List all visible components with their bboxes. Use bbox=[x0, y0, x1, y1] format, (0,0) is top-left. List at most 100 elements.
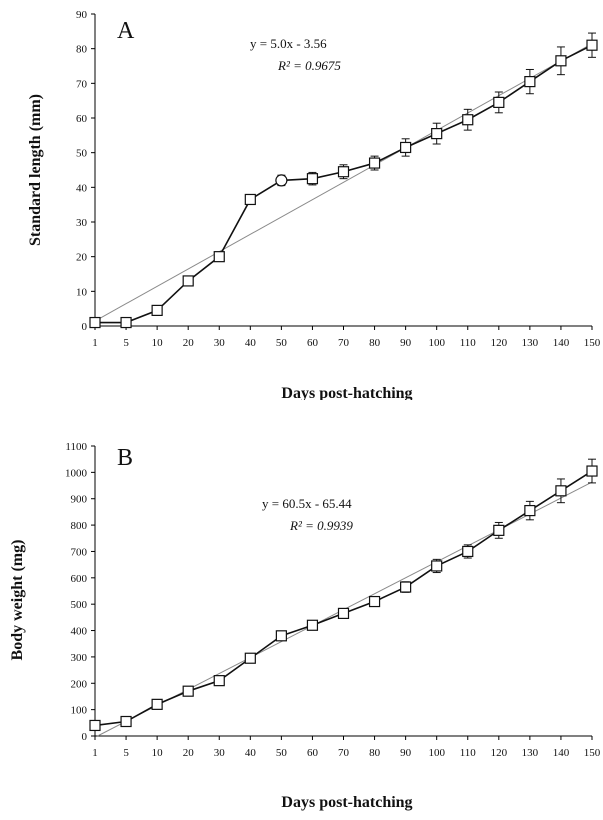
panel-b: B y = 60.5x - 65.44 R² = 0.9939 Days pos… bbox=[0, 410, 603, 815]
x-tick-label: 130 bbox=[522, 747, 539, 759]
data-point bbox=[120, 316, 132, 329]
x-tick-label: 140 bbox=[553, 337, 570, 349]
trendline-equation: y = 60.5x - 65.44 bbox=[262, 496, 352, 511]
y-tick-label: 400 bbox=[71, 626, 88, 638]
x-axis-title: Days post-hatching bbox=[281, 794, 412, 811]
x-tick-label: 120 bbox=[491, 747, 508, 759]
x-tick-label: 140 bbox=[553, 747, 570, 759]
y-tick-label: 70 bbox=[76, 78, 88, 90]
y-tick-label: 10 bbox=[76, 286, 88, 298]
x-tick-label: 30 bbox=[214, 747, 226, 759]
y-tick-label: 200 bbox=[71, 678, 88, 690]
data-point bbox=[213, 675, 225, 687]
panel-label: B bbox=[117, 445, 133, 471]
y-tick-label: 60 bbox=[76, 113, 88, 125]
data-point bbox=[462, 114, 474, 126]
x-tick-label: 40 bbox=[245, 337, 257, 349]
x-tick-label: 20 bbox=[183, 747, 195, 759]
y-tick-label: 500 bbox=[71, 599, 88, 611]
data-point bbox=[586, 39, 598, 51]
x-tick-label: 5 bbox=[123, 337, 129, 349]
data-point bbox=[120, 715, 132, 728]
data-point bbox=[182, 275, 194, 287]
data-point bbox=[400, 581, 412, 593]
x-tick-label: 20 bbox=[183, 337, 195, 349]
y-tick-label: 100 bbox=[71, 705, 88, 717]
y-tick-label: 700 bbox=[71, 546, 88, 558]
y-tick-label: 50 bbox=[76, 148, 88, 160]
x-tick-label: 70 bbox=[338, 337, 350, 349]
x-tick-label: 90 bbox=[400, 747, 412, 759]
x-tick-label: 50 bbox=[276, 747, 288, 759]
data-point bbox=[151, 304, 163, 316]
x-tick-label: 100 bbox=[428, 337, 445, 349]
data-point bbox=[400, 141, 412, 154]
y-tick-label: 0 bbox=[82, 731, 88, 743]
data-point bbox=[213, 251, 225, 263]
data-point bbox=[89, 719, 101, 732]
data-point bbox=[524, 75, 536, 88]
x-tick-label: 80 bbox=[369, 747, 381, 759]
x-tick-label: 5 bbox=[123, 747, 129, 759]
data-point bbox=[151, 698, 163, 710]
x-axis-title: Days post-hatching bbox=[281, 385, 412, 400]
y-axis-title: Body weight (mg) bbox=[9, 540, 26, 661]
x-tick-label: 110 bbox=[460, 747, 477, 759]
data-point bbox=[524, 504, 536, 517]
trendline bbox=[94, 43, 593, 322]
y-tick-label: 90 bbox=[76, 9, 88, 21]
x-tick-label: 10 bbox=[152, 337, 164, 349]
data-point bbox=[586, 465, 598, 477]
y-tick-label: 30 bbox=[76, 217, 88, 229]
x-tick-label: 80 bbox=[369, 337, 381, 349]
data-point bbox=[368, 157, 381, 169]
panel-a: A y = 5.0x - 3.56 R² = 0.9675 Days post-… bbox=[0, 0, 603, 402]
y-tick-label: 300 bbox=[71, 652, 88, 664]
x-tick-label: 30 bbox=[214, 337, 226, 349]
data-point bbox=[337, 166, 350, 178]
x-tick-label: 120 bbox=[491, 337, 508, 349]
data-point bbox=[337, 607, 350, 620]
data-point bbox=[493, 96, 505, 109]
x-tick-label: 150 bbox=[584, 747, 601, 759]
trendline-r2: R² = 0.9675 bbox=[277, 58, 341, 73]
y-tick-label: 0 bbox=[82, 321, 88, 333]
x-tick-label: 90 bbox=[400, 337, 412, 349]
x-tick-label: 110 bbox=[460, 337, 477, 349]
x-tick-label: 70 bbox=[338, 747, 350, 759]
y-tick-label: 800 bbox=[71, 520, 88, 532]
x-tick-label: 1 bbox=[92, 337, 98, 349]
y-tick-label: 900 bbox=[71, 494, 88, 506]
data-point bbox=[244, 193, 256, 206]
series-line bbox=[95, 44, 593, 324]
y-tick-label: 40 bbox=[76, 182, 88, 194]
data-point bbox=[368, 595, 381, 608]
data-point bbox=[306, 619, 319, 631]
x-tick-label: 40 bbox=[245, 747, 257, 759]
x-tick-label: 10 bbox=[152, 747, 164, 759]
trendline-r2: R² = 0.9939 bbox=[289, 518, 353, 533]
data-point bbox=[431, 128, 443, 140]
data-point bbox=[431, 560, 443, 572]
x-tick-label: 150 bbox=[584, 337, 601, 349]
data-point bbox=[555, 485, 567, 497]
x-tick-label: 100 bbox=[428, 747, 445, 759]
chart-b: B y = 60.5x - 65.44 R² = 0.9939 Days pos… bbox=[9, 441, 601, 811]
x-tick-label: 60 bbox=[307, 747, 319, 759]
data-point bbox=[555, 55, 567, 67]
panel-label: A bbox=[117, 18, 135, 44]
data-point bbox=[275, 174, 288, 187]
x-tick-label: 1 bbox=[92, 747, 98, 759]
x-tick-label: 60 bbox=[307, 337, 319, 349]
data-point bbox=[89, 316, 101, 329]
x-tick-label: 130 bbox=[522, 337, 539, 349]
data-point bbox=[275, 630, 287, 642]
trendline-equation: y = 5.0x - 3.56 bbox=[250, 36, 327, 51]
data-point bbox=[182, 685, 194, 697]
data-point bbox=[493, 524, 505, 536]
y-axis-title: Standard length (mm) bbox=[27, 94, 44, 246]
chart-a: A y = 5.0x - 3.56 R² = 0.9675 Days post-… bbox=[27, 9, 601, 402]
data-point bbox=[306, 173, 319, 185]
x-tick-label: 50 bbox=[276, 337, 288, 349]
y-tick-label: 600 bbox=[71, 573, 88, 585]
